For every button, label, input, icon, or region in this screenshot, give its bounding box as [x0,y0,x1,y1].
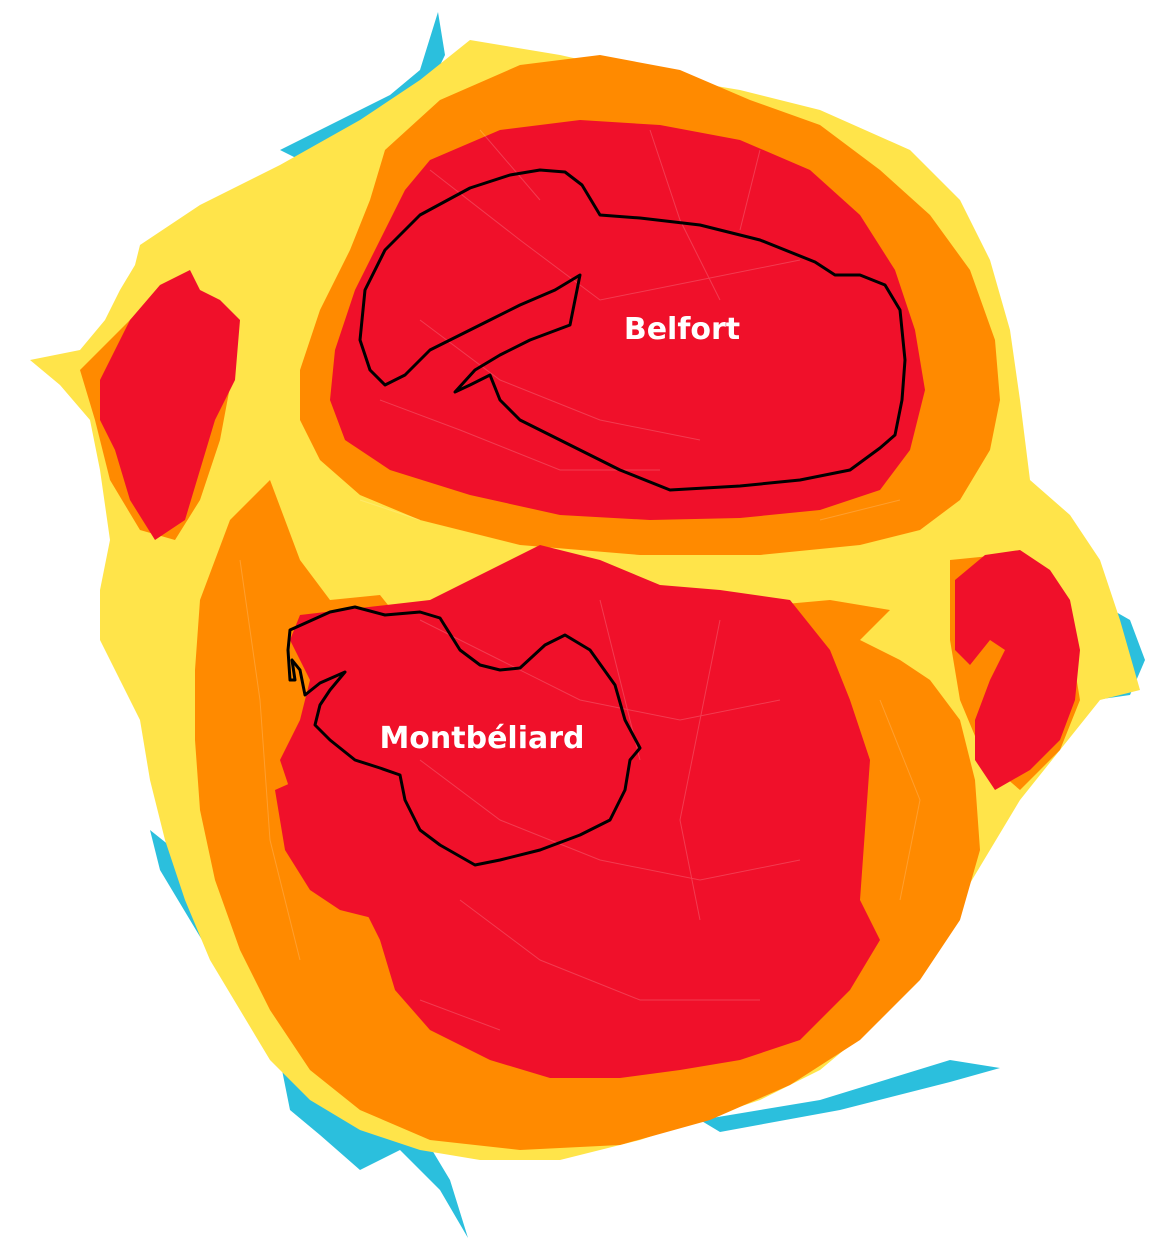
montbeliard-label: Montbéliard [379,721,584,756]
seam [239,499,921,961]
red-left-enclave [100,270,240,540]
belfort-label: Belfort [624,312,740,347]
belfort-outline [358,168,907,492]
montbeliard-outline [286,605,642,867]
red-areas [100,120,1080,1078]
seam [379,129,801,471]
seam [419,599,801,1031]
commune-seams [239,129,921,1031]
red-belfort-area [330,120,925,520]
red-right-enclave [955,550,1080,790]
red-montbeliard-area [280,545,880,1078]
cyan-bottom-right-sliver [700,1060,1000,1132]
red-left-lower-patch [275,770,430,920]
